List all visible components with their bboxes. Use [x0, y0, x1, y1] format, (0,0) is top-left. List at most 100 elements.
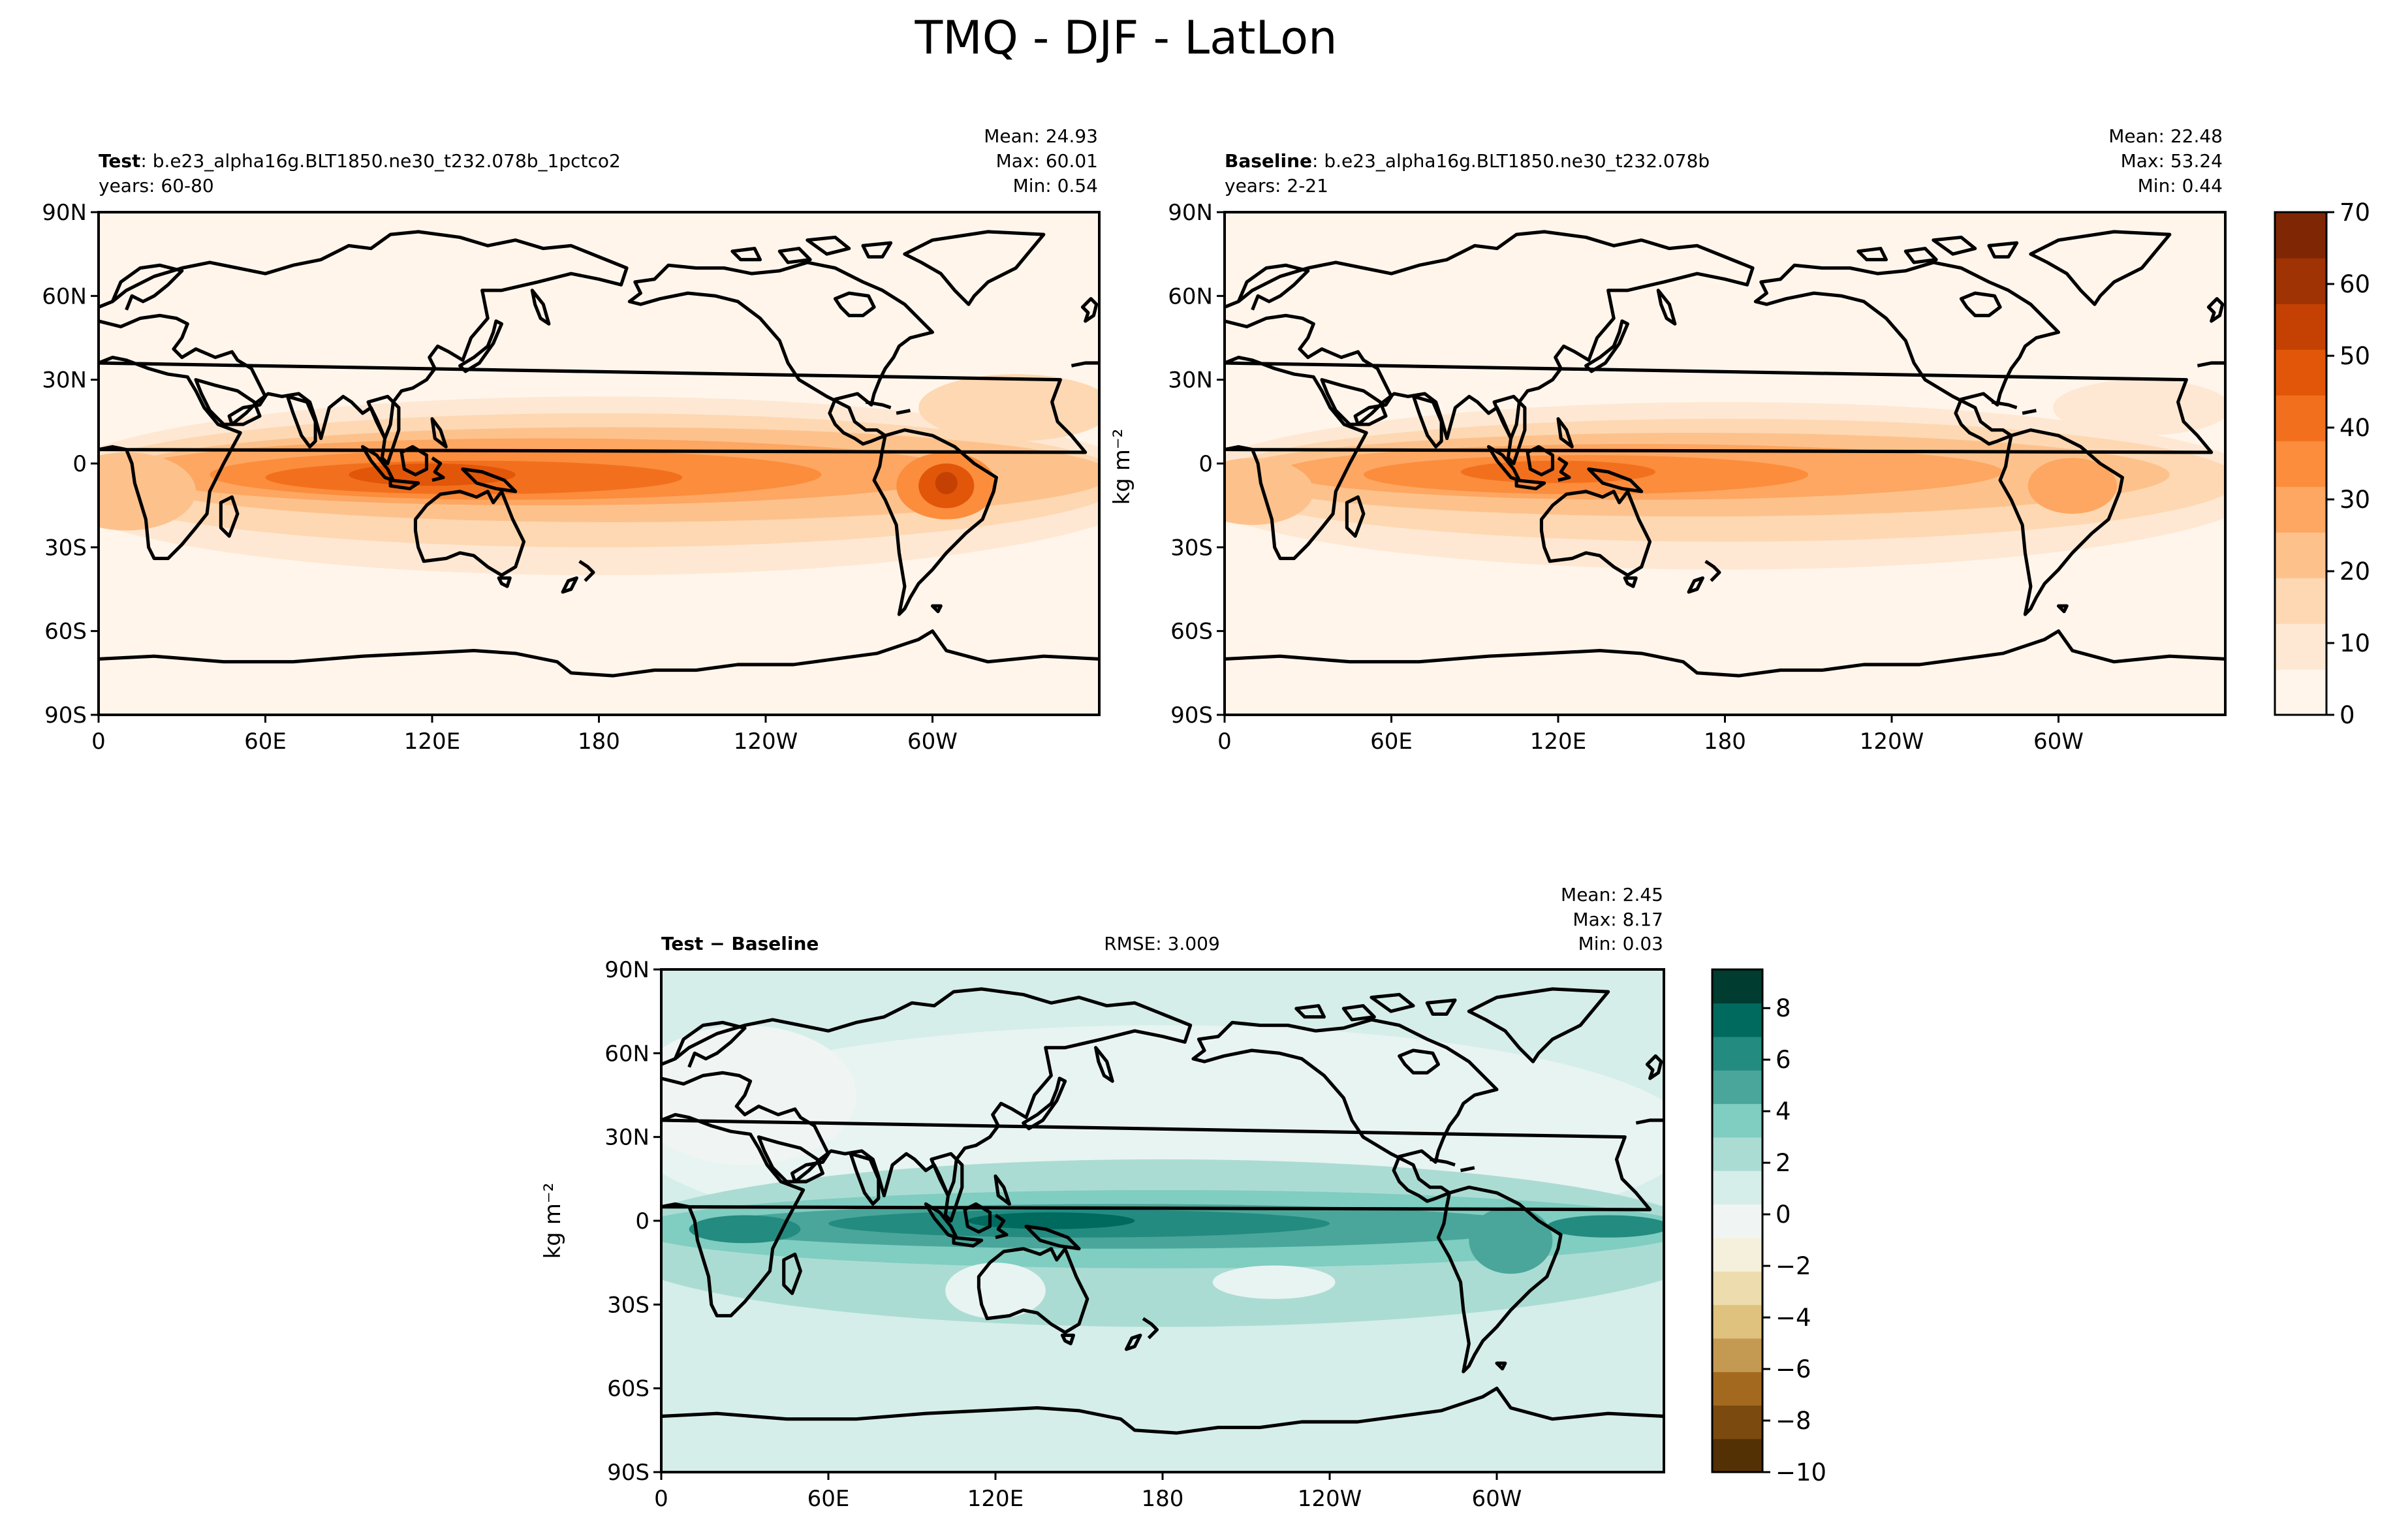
figure-title: TMQ - DJF - LatLon: [915, 11, 1338, 65]
test-panel: Test: b.e23_alpha16g.BLT1850.ne30_t232.0…: [42, 125, 1101, 755]
top-colorbar: 0 10 20 30 40 50 60 70: [2274, 198, 2370, 729]
test-min: Min: 0.54: [1013, 175, 1098, 196]
lon-tick-label: 60W: [1472, 1486, 1522, 1512]
lat-tick-label: 60N: [42, 283, 87, 309]
colorbar-segment: [1712, 1372, 1762, 1406]
colorbar-segment: [2275, 532, 2326, 578]
colorbar-frame: [1711, 968, 1764, 1473]
colorbar-segment: [1712, 1338, 1762, 1372]
lat-tick-label: 90S: [1170, 702, 1213, 729]
colorbar-segment: [2275, 304, 2326, 350]
top-units-label: kg m⁻²: [1109, 429, 1135, 505]
lon-tick-label: 120W: [734, 729, 798, 755]
colorbar-tick-label: 70: [2340, 198, 2370, 227]
colorbar-segment: [2275, 212, 2326, 259]
colorbar-segment: [1712, 1036, 1762, 1071]
colorbar-tick-label: −4: [1776, 1304, 1811, 1332]
diff-mean: Mean: 2.45: [1561, 884, 1663, 905]
test-label: Test: b.e23_alpha16g.BLT1850.ne30_t232.0…: [99, 150, 621, 172]
colorbar-segment: [2275, 349, 2326, 396]
colorbar-segment: [2275, 486, 2326, 533]
lat-tick-label: 90N: [1168, 200, 1213, 226]
colorbar-tick-label: 2: [1776, 1149, 1791, 1177]
colorbar-tick-label: 0: [1776, 1201, 1791, 1229]
colorbar-tick-label: 60: [2340, 270, 2370, 298]
lat-tick-label: 90N: [604, 957, 650, 983]
lon-tick-label: 120E: [404, 729, 460, 755]
colorbar-tick-label: 0: [2340, 701, 2355, 729]
baseline-panel: Baseline: b.e23_alpha16g.BLT1850.ne30_t2…: [1109, 125, 2227, 755]
colorbar-segment: [2275, 578, 2326, 624]
colorbar-frame: [2274, 211, 2328, 716]
colorbar-segment: [1712, 969, 1762, 1004]
baseline-label-case: : b.e23_alpha16g.BLT1850.ne30_t232.078b: [1312, 150, 1710, 172]
lat-tick-label: 90N: [42, 200, 87, 226]
lon-tick-label: 180: [1704, 729, 1746, 755]
diff-min: Min: 0.03: [1578, 933, 1663, 954]
colorbar-tick-label: 40: [2340, 414, 2370, 442]
lon-tick-label: 60E: [244, 729, 287, 755]
colorbar-segment: [2275, 669, 2326, 715]
lat-tick-label: 60S: [1170, 619, 1213, 645]
colorbar-segment: [1712, 1304, 1762, 1339]
diff-map: [661, 969, 1664, 1472]
colorbar-tick-label: 4: [1776, 1097, 1791, 1125]
colorbar-tick-label: 20: [2340, 558, 2370, 586]
colorbar-tick-label: 8: [1776, 994, 1791, 1022]
colorbar-segment: [2275, 258, 2326, 304]
colorbar-segment: [1712, 1405, 1762, 1439]
colorbar-segment: [2275, 623, 2326, 670]
colorbar-segment: [1712, 1070, 1762, 1105]
diff-panel: Test − Baseline RMSE: 3.009 Mean: 2.45 M…: [540, 884, 1665, 1512]
colorbar-segment: [1712, 1003, 1762, 1037]
colorbar-tick-label: 50: [2340, 342, 2370, 370]
diff-max: Max: 8.17: [1573, 909, 1663, 930]
test-label-bold: Test: [99, 150, 140, 172]
lat-tick-label: 90S: [607, 1460, 650, 1486]
lat-tick-label: 90S: [44, 702, 87, 729]
baseline-map: [1225, 212, 2225, 715]
colorbar-segment: [1712, 1271, 1762, 1306]
lon-tick-label: 120W: [1860, 729, 1924, 755]
test-years: years: 60-80: [99, 175, 214, 196]
test-mean: Mean: 24.93: [984, 125, 1098, 147]
colorbar-segment: [1712, 1237, 1762, 1272]
lon-tick-label: 180: [578, 729, 620, 755]
lat-tick-label: 60N: [1168, 283, 1213, 309]
test-map: [99, 212, 1099, 715]
baseline-min: Min: 0.44: [2138, 175, 2223, 196]
lat-tick-label: 60S: [44, 619, 87, 645]
diff-rmse: RMSE: 3.009: [1104, 933, 1220, 954]
lon-tick-label: 0: [91, 729, 106, 755]
lon-tick-label: 120E: [967, 1486, 1024, 1512]
lat-tick-label: 30S: [1170, 535, 1213, 561]
lat-tick-label: 30S: [607, 1292, 650, 1318]
colorbar-tick-label: −10: [1776, 1458, 1826, 1486]
lat-tick-label: 30N: [604, 1125, 650, 1151]
lat-tick-label: 30S: [44, 535, 87, 561]
lon-tick-label: 60W: [2033, 729, 2084, 755]
colorbar-segment: [1712, 1204, 1762, 1238]
lon-tick-label: 60W: [907, 729, 958, 755]
lat-tick-label: 0: [635, 1208, 650, 1234]
baseline-mean: Mean: 22.48: [2108, 125, 2223, 147]
lon-tick-label: 120W: [1298, 1486, 1362, 1512]
test-max: Max: 60.01: [996, 150, 1098, 172]
colorbar-tick-label: −2: [1776, 1252, 1811, 1280]
lon-tick-label: 60E: [807, 1486, 850, 1512]
lon-tick-label: 0: [654, 1486, 668, 1512]
colorbar-tick-label: 6: [1776, 1046, 1791, 1074]
colorbar-segment: [2275, 441, 2326, 487]
colorbar-segment: [1712, 1171, 1762, 1205]
lat-tick-label: 0: [72, 451, 87, 477]
colorbar-tick-label: 30: [2340, 486, 2370, 514]
lon-tick-label: 0: [1217, 729, 1232, 755]
colorbar-tick-label: −8: [1776, 1407, 1811, 1435]
lat-tick-label: 30N: [1168, 368, 1213, 394]
test-label-case: : b.e23_alpha16g.BLT1850.ne30_t232.078b_…: [140, 150, 620, 172]
lat-tick-label: 0: [1198, 451, 1213, 477]
